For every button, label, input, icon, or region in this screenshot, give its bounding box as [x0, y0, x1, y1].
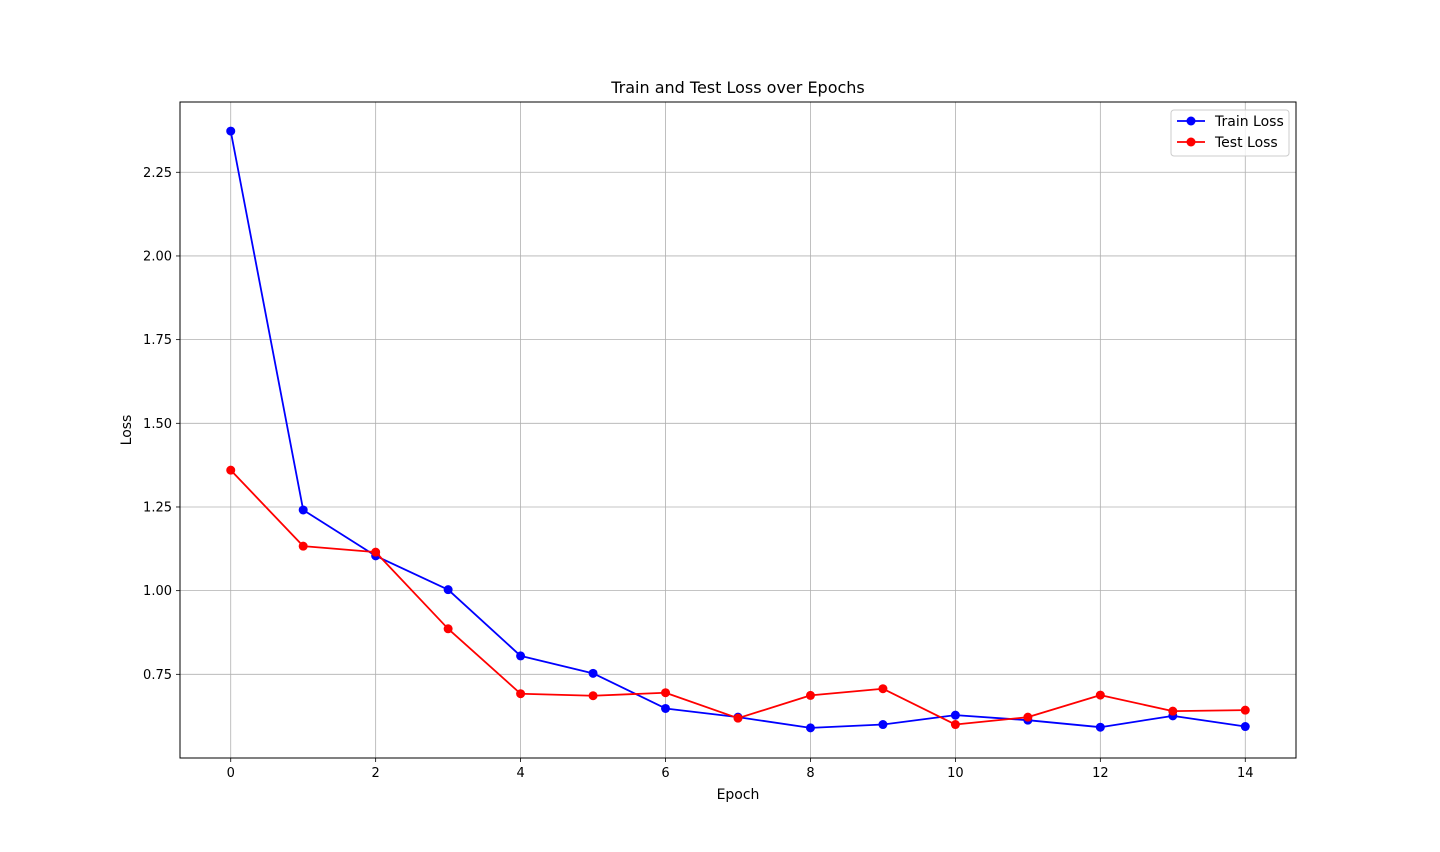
data-point — [226, 126, 236, 136]
data-point — [516, 651, 526, 661]
x-tick-label: 2 — [372, 766, 380, 781]
x-tick-label: 12 — [1092, 766, 1109, 781]
data-point — [371, 547, 381, 557]
series-line — [229, 130, 1246, 729]
y-tick-label: 0.75 — [143, 668, 172, 683]
data-point — [805, 690, 815, 700]
legend-entry: Train Loss — [1177, 114, 1284, 130]
legend-marker — [1186, 116, 1196, 126]
data-point — [1240, 705, 1250, 715]
data-point — [588, 668, 598, 678]
y-tick-label: 1.50 — [143, 417, 172, 432]
y-tick-label: 2.25 — [143, 166, 172, 181]
data-point — [878, 720, 888, 730]
data-point — [1095, 690, 1105, 700]
x-tick-label: 8 — [806, 766, 814, 781]
x-axis-label: Epoch — [717, 787, 760, 803]
series-train-loss — [226, 126, 1250, 733]
y-tick-label: 2.00 — [143, 249, 172, 264]
y-tick-label: 1.25 — [143, 500, 172, 515]
chart-title: Train and Test Loss over Epochs — [610, 78, 865, 97]
data-point — [661, 688, 671, 698]
data-point — [950, 720, 960, 730]
x-tick-label: 10 — [947, 766, 964, 781]
data-point — [298, 541, 308, 551]
x-tick-label: 4 — [516, 766, 524, 781]
series-group — [226, 126, 1250, 733]
y-tick-label: 1.00 — [143, 584, 172, 599]
data-point — [298, 505, 308, 515]
data-point — [661, 703, 671, 713]
grid — [180, 102, 1296, 758]
data-point — [443, 624, 453, 634]
legend: Train Loss Test Loss — [1170, 109, 1290, 157]
data-point — [805, 723, 815, 733]
data-point — [443, 585, 453, 595]
ticks: 0 2 4 6 8 10 12 14 0.75 1.00 1.25 1.50 1.75 2.00 2.25 — [143, 166, 1253, 781]
y-tick-label: 1.75 — [143, 333, 172, 348]
data-point — [226, 465, 236, 475]
series-test-loss — [226, 465, 1250, 730]
data-point — [878, 684, 888, 694]
data-point — [588, 691, 598, 701]
data-point — [1240, 722, 1250, 732]
legend-marker — [1186, 137, 1196, 147]
y-axis-label: Loss — [119, 415, 135, 446]
data-point — [733, 713, 743, 723]
data-point — [1023, 712, 1033, 722]
data-point — [1168, 706, 1178, 716]
legend-entry: Test Loss — [1177, 135, 1278, 151]
plot-frame — [179, 101, 1297, 759]
x-tick-label: 0 — [227, 766, 235, 781]
data-point — [950, 710, 960, 720]
legend-label: Test Loss — [1214, 135, 1278, 151]
series-line — [230, 469, 1246, 726]
x-tick-label: 6 — [661, 766, 669, 781]
legend-label: Train Loss — [1214, 114, 1284, 130]
data-point — [1095, 722, 1105, 732]
x-tick-label: 14 — [1237, 766, 1254, 781]
data-point — [516, 689, 526, 699]
